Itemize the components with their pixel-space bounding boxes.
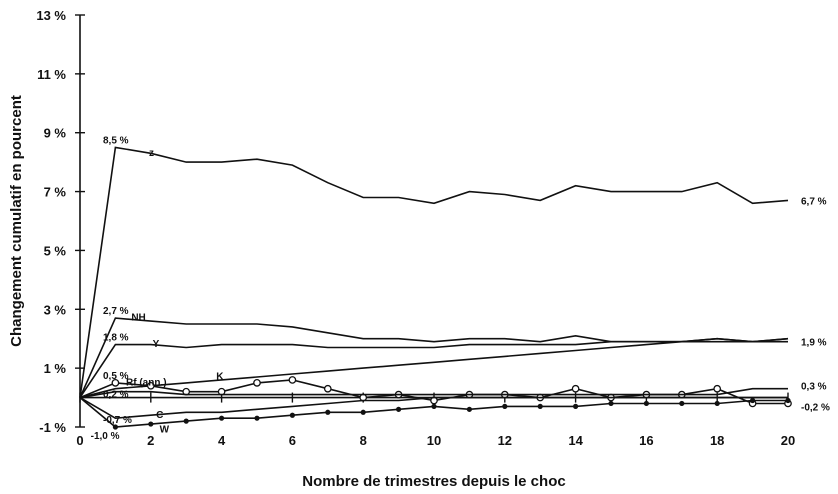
series-line — [79, 146, 789, 398]
data-point — [396, 406, 402, 412]
value-annotation: 0,5 % — [103, 371, 129, 382]
x-tick-label: 20 — [781, 433, 795, 448]
data-point — [148, 421, 154, 427]
x-tick-label: 2 — [147, 433, 154, 448]
data-point — [219, 415, 225, 421]
y-tick-label: 11 % — [37, 67, 66, 82]
series-layer — [79, 146, 792, 430]
data-point — [573, 403, 579, 409]
data-point — [111, 379, 120, 387]
value-annotation: 6,7 % — [801, 196, 827, 207]
x-tick-label: 6 — [289, 433, 296, 448]
series-name-label: C — [156, 410, 163, 421]
x-tick-label: 10 — [427, 433, 441, 448]
data-point — [502, 403, 508, 409]
data-point — [679, 400, 685, 407]
data-point — [323, 384, 332, 393]
series-line — [79, 337, 789, 399]
series-name-label: z — [149, 148, 154, 159]
x-tick-label: 16 — [639, 433, 653, 448]
series-name-label: Rf (ann.) — [126, 377, 167, 388]
data-point — [714, 400, 720, 407]
series-line — [79, 337, 789, 399]
x-tick-label: 0 — [76, 433, 83, 448]
data-point — [466, 406, 472, 412]
value-annotation: 1,9 % — [801, 338, 827, 349]
value-annotation: 1,8 % — [103, 333, 129, 344]
series-rf-ann- — [79, 376, 792, 408]
series-line — [79, 387, 788, 399]
data-point — [537, 403, 543, 409]
data-point — [289, 412, 295, 418]
y-tick-label: -1 % — [39, 420, 66, 435]
series-unlabeled — [79, 387, 788, 399]
data-point — [360, 409, 366, 415]
value-annotation: -0,7 % — [103, 415, 132, 426]
axes: -1 % 1 % 3 % 5 % 7 % 9 % 11 % 13 % 0 2 4 6 8 10 12 14 16… — [36, 8, 795, 448]
data-point — [253, 379, 261, 387]
series-line — [79, 317, 788, 398]
data-point — [112, 424, 118, 430]
y-tick-label: 1 % — [44, 361, 67, 376]
series-c — [79, 396, 788, 420]
x-tick-label: 18 — [710, 433, 724, 448]
value-annotation: -0,2 % — [801, 402, 830, 413]
series-k — [79, 337, 789, 399]
series-y — [79, 337, 789, 399]
series-z — [79, 146, 789, 398]
y-tick-label: 5 % — [44, 243, 67, 258]
series-w — [79, 396, 791, 430]
annotation-layer: z NH Y K Rf (ann.) CW 8,5 % 2,7 % 1,8 % 0,5 % 0,2 … — [91, 135, 830, 442]
data-point — [183, 418, 189, 424]
data-point — [785, 397, 791, 404]
series-name-label: NH — [131, 313, 145, 324]
data-point — [288, 376, 297, 384]
y-tick-label: 3 % — [44, 302, 67, 317]
data-point — [713, 384, 722, 393]
series-line — [79, 396, 788, 420]
data-point — [254, 415, 260, 421]
data-point — [608, 400, 614, 407]
y-tick-label: 13 % — [36, 8, 66, 23]
data-point — [325, 409, 331, 415]
series-name-label: Y — [153, 339, 160, 350]
data-point — [643, 400, 650, 407]
value-annotation: 2,7 % — [103, 306, 129, 317]
x-tick-label: 12 — [498, 433, 512, 448]
x-axis-title: Nombre de trimestres depuis le choc — [302, 473, 565, 490]
y-axis-title: Changement cumulatif en pourcent — [8, 95, 25, 347]
data-point — [750, 397, 756, 404]
series-name-label: W — [160, 424, 170, 435]
series-nh — [79, 317, 788, 398]
x-tick-label: 4 — [218, 433, 226, 448]
value-annotation: 8,5 % — [103, 135, 129, 146]
series-name-label: K — [216, 372, 224, 383]
x-tick-label: 8 — [360, 433, 367, 448]
value-annotation: -1,0 % — [91, 431, 120, 442]
data-point — [431, 403, 437, 409]
data-point — [146, 381, 155, 390]
data-point — [571, 384, 580, 393]
value-annotation: 0,2 % — [103, 390, 129, 401]
y-tick-label: 7 % — [44, 185, 67, 200]
y-tick-label: 9 % — [44, 126, 67, 141]
value-annotation: 0,3 % — [801, 382, 827, 393]
x-tick-label: 14 — [568, 433, 583, 448]
